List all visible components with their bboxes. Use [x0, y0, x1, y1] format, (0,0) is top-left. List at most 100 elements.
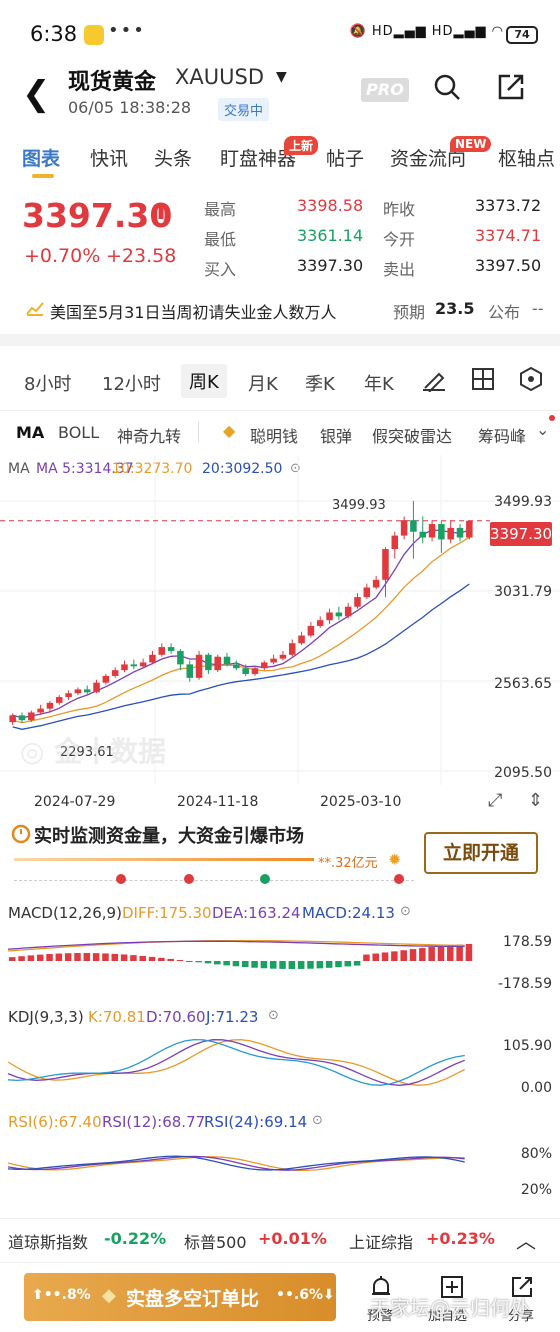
chevron-down-icon[interactable]: ⌄ [536, 420, 550, 439]
share-label[interactable]: 分享 [508, 1309, 535, 1324]
order-ratio-button[interactable]: ⬆••.8% ◆ 实盘多空订单比 ••.6%⬇ [24, 1273, 336, 1321]
kdj-top: 105.90 [503, 1038, 552, 1054]
macd-bar [251, 961, 258, 968]
indicator-fake-breakout[interactable]: 假突破雷达 [372, 427, 453, 446]
expand-icon[interactable]: ⤢ [488, 790, 503, 811]
stat-prev-close: 3373.72 [475, 196, 542, 215]
x-tick: 2025-03-10 [320, 794, 402, 810]
tab-capital-flow[interactable]: 资金流向 NEW [390, 136, 492, 171]
candlestick-chart[interactable] [0, 455, 560, 790]
rsi-settings-icon[interactable]: ⊙ [312, 1113, 323, 1128]
draw-tool-icon[interactable] [421, 366, 447, 392]
candle-body [167, 647, 175, 651]
candle-body [186, 664, 194, 678]
subscribe-button[interactable]: 立即开通 [424, 832, 538, 874]
macd-bar [409, 949, 417, 961]
grid-layout-icon[interactable] [470, 366, 496, 392]
macd-dea: DEA:163.24 [212, 904, 301, 922]
alarm-label[interactable]: 预警 [367, 1309, 394, 1324]
chevron-up-icon[interactable]: ︿ [516, 1229, 536, 1253]
period-12h[interactable]: 12小时 [102, 374, 161, 395]
add-watchlist-label[interactable]: 加自选 [428, 1309, 468, 1324]
period-week[interactable]: 周K [181, 364, 227, 398]
macd-bar [297, 961, 305, 969]
macd-bar [307, 961, 314, 969]
more-notifications-icon: ••• [108, 20, 146, 41]
indicator-td9[interactable]: 神奇九转 [117, 427, 182, 446]
alarm-icon[interactable] [369, 1275, 393, 1299]
macd-line [7, 940, 465, 950]
macd-bar [120, 954, 128, 961]
symbol-selector[interactable]: XAUUSD [175, 65, 264, 89]
index-name[interactable]: 上证综指 [349, 1233, 414, 1252]
tab-headlines[interactable]: 头条 [154, 148, 193, 170]
candle-body [363, 587, 371, 598]
macd-bar [130, 955, 137, 961]
macd-bar [158, 957, 165, 961]
candle-body [382, 549, 389, 580]
candle-body [93, 682, 100, 693]
ma-label: MA [8, 461, 30, 477]
status-bar: 6:38 ••• 🔕 HD▂▄▆ HD▂▄▆ ◠ 74 [0, 0, 560, 62]
kdj-settings-icon[interactable]: ⊙ [268, 1008, 279, 1023]
ma5-line [12, 529, 470, 719]
candle-body [307, 625, 315, 636]
promo-amount: **.32亿元 [318, 856, 378, 871]
indicator-silver-bullet[interactable]: 银弹 [320, 427, 353, 446]
macd-bar [64, 953, 72, 961]
index-bar: 道琼斯指数 -0.22% 标普500 +0.01% 上证综指 +0.23% ︿ [0, 1218, 560, 1258]
candle-body [195, 654, 203, 678]
rsi-top: 80% [520, 1146, 552, 1162]
macd-bar [148, 956, 156, 961]
resize-icon[interactable]: ⇕ [528, 790, 544, 811]
macd-bar [186, 961, 193, 962]
macd-bar [363, 954, 370, 961]
period-month[interactable]: 月K [248, 374, 278, 395]
macd-diff: DIFF:175.30 [122, 904, 212, 922]
macd-bar [36, 954, 44, 961]
candle-body [372, 579, 380, 588]
macd-bar [381, 952, 389, 961]
period-year[interactable]: 年K [364, 374, 394, 395]
macd-settings-icon[interactable]: ⊙ [400, 904, 411, 919]
share-icon[interactable] [496, 72, 526, 102]
share-icon[interactable] [510, 1275, 534, 1299]
settings-icon[interactable] [518, 366, 544, 392]
candle-body [121, 664, 128, 671]
y-tick: 3031.79 [494, 584, 552, 600]
candle-body [149, 654, 156, 663]
search-icon[interactable] [432, 72, 462, 102]
tab-pivot[interactable]: 枢轴点 [498, 148, 556, 170]
stat-label: 今开 [383, 230, 416, 249]
back-icon[interactable]: ❮ [22, 74, 51, 114]
ma-settings-icon[interactable]: ⊙ [290, 461, 301, 476]
tab-monitor[interactable]: 盯盘神器 上新 [220, 136, 319, 171]
macd-bar [428, 947, 435, 961]
index-name[interactable]: 道琼斯指数 [8, 1233, 89, 1252]
low-marker: 2293.61 [60, 745, 114, 760]
period-quarter[interactable]: 季K [305, 374, 335, 395]
indicator-line [7, 1155, 465, 1171]
candle-body [130, 664, 138, 667]
indicator-boll[interactable]: BOLL [58, 423, 100, 442]
period-8h[interactable]: 8小时 [24, 374, 72, 395]
pro-button[interactable]: PRO [361, 78, 409, 102]
index-name[interactable]: 标普500 [184, 1233, 247, 1252]
tab-posts[interactable]: 帖子 [326, 148, 365, 170]
macd-bar [92, 953, 100, 961]
indicator-ma[interactable]: MA [16, 423, 45, 442]
indicator-smart-money[interactable]: 聪明钱 [250, 427, 299, 446]
add-watchlist-icon[interactable] [440, 1275, 464, 1299]
caret-down-icon[interactable]: ▼ [276, 69, 287, 85]
candle-body [158, 647, 166, 655]
candle-body [102, 675, 110, 683]
macd-bar [344, 961, 352, 967]
indicator-chip-peak[interactable]: 筹码峰 [478, 427, 527, 446]
tab-chart[interactable]: 图表 [22, 148, 61, 170]
timer-icon [11, 824, 31, 844]
tab-flash[interactable]: 快讯 [90, 148, 129, 170]
news-ticker[interactable]: 美国至5月31日当周初请失业金人数万人 预期 23.5 公布 -- [0, 290, 560, 330]
index-value: +0.01% [258, 1229, 327, 1248]
candle-body [28, 712, 35, 721]
macd-bar [372, 953, 380, 961]
